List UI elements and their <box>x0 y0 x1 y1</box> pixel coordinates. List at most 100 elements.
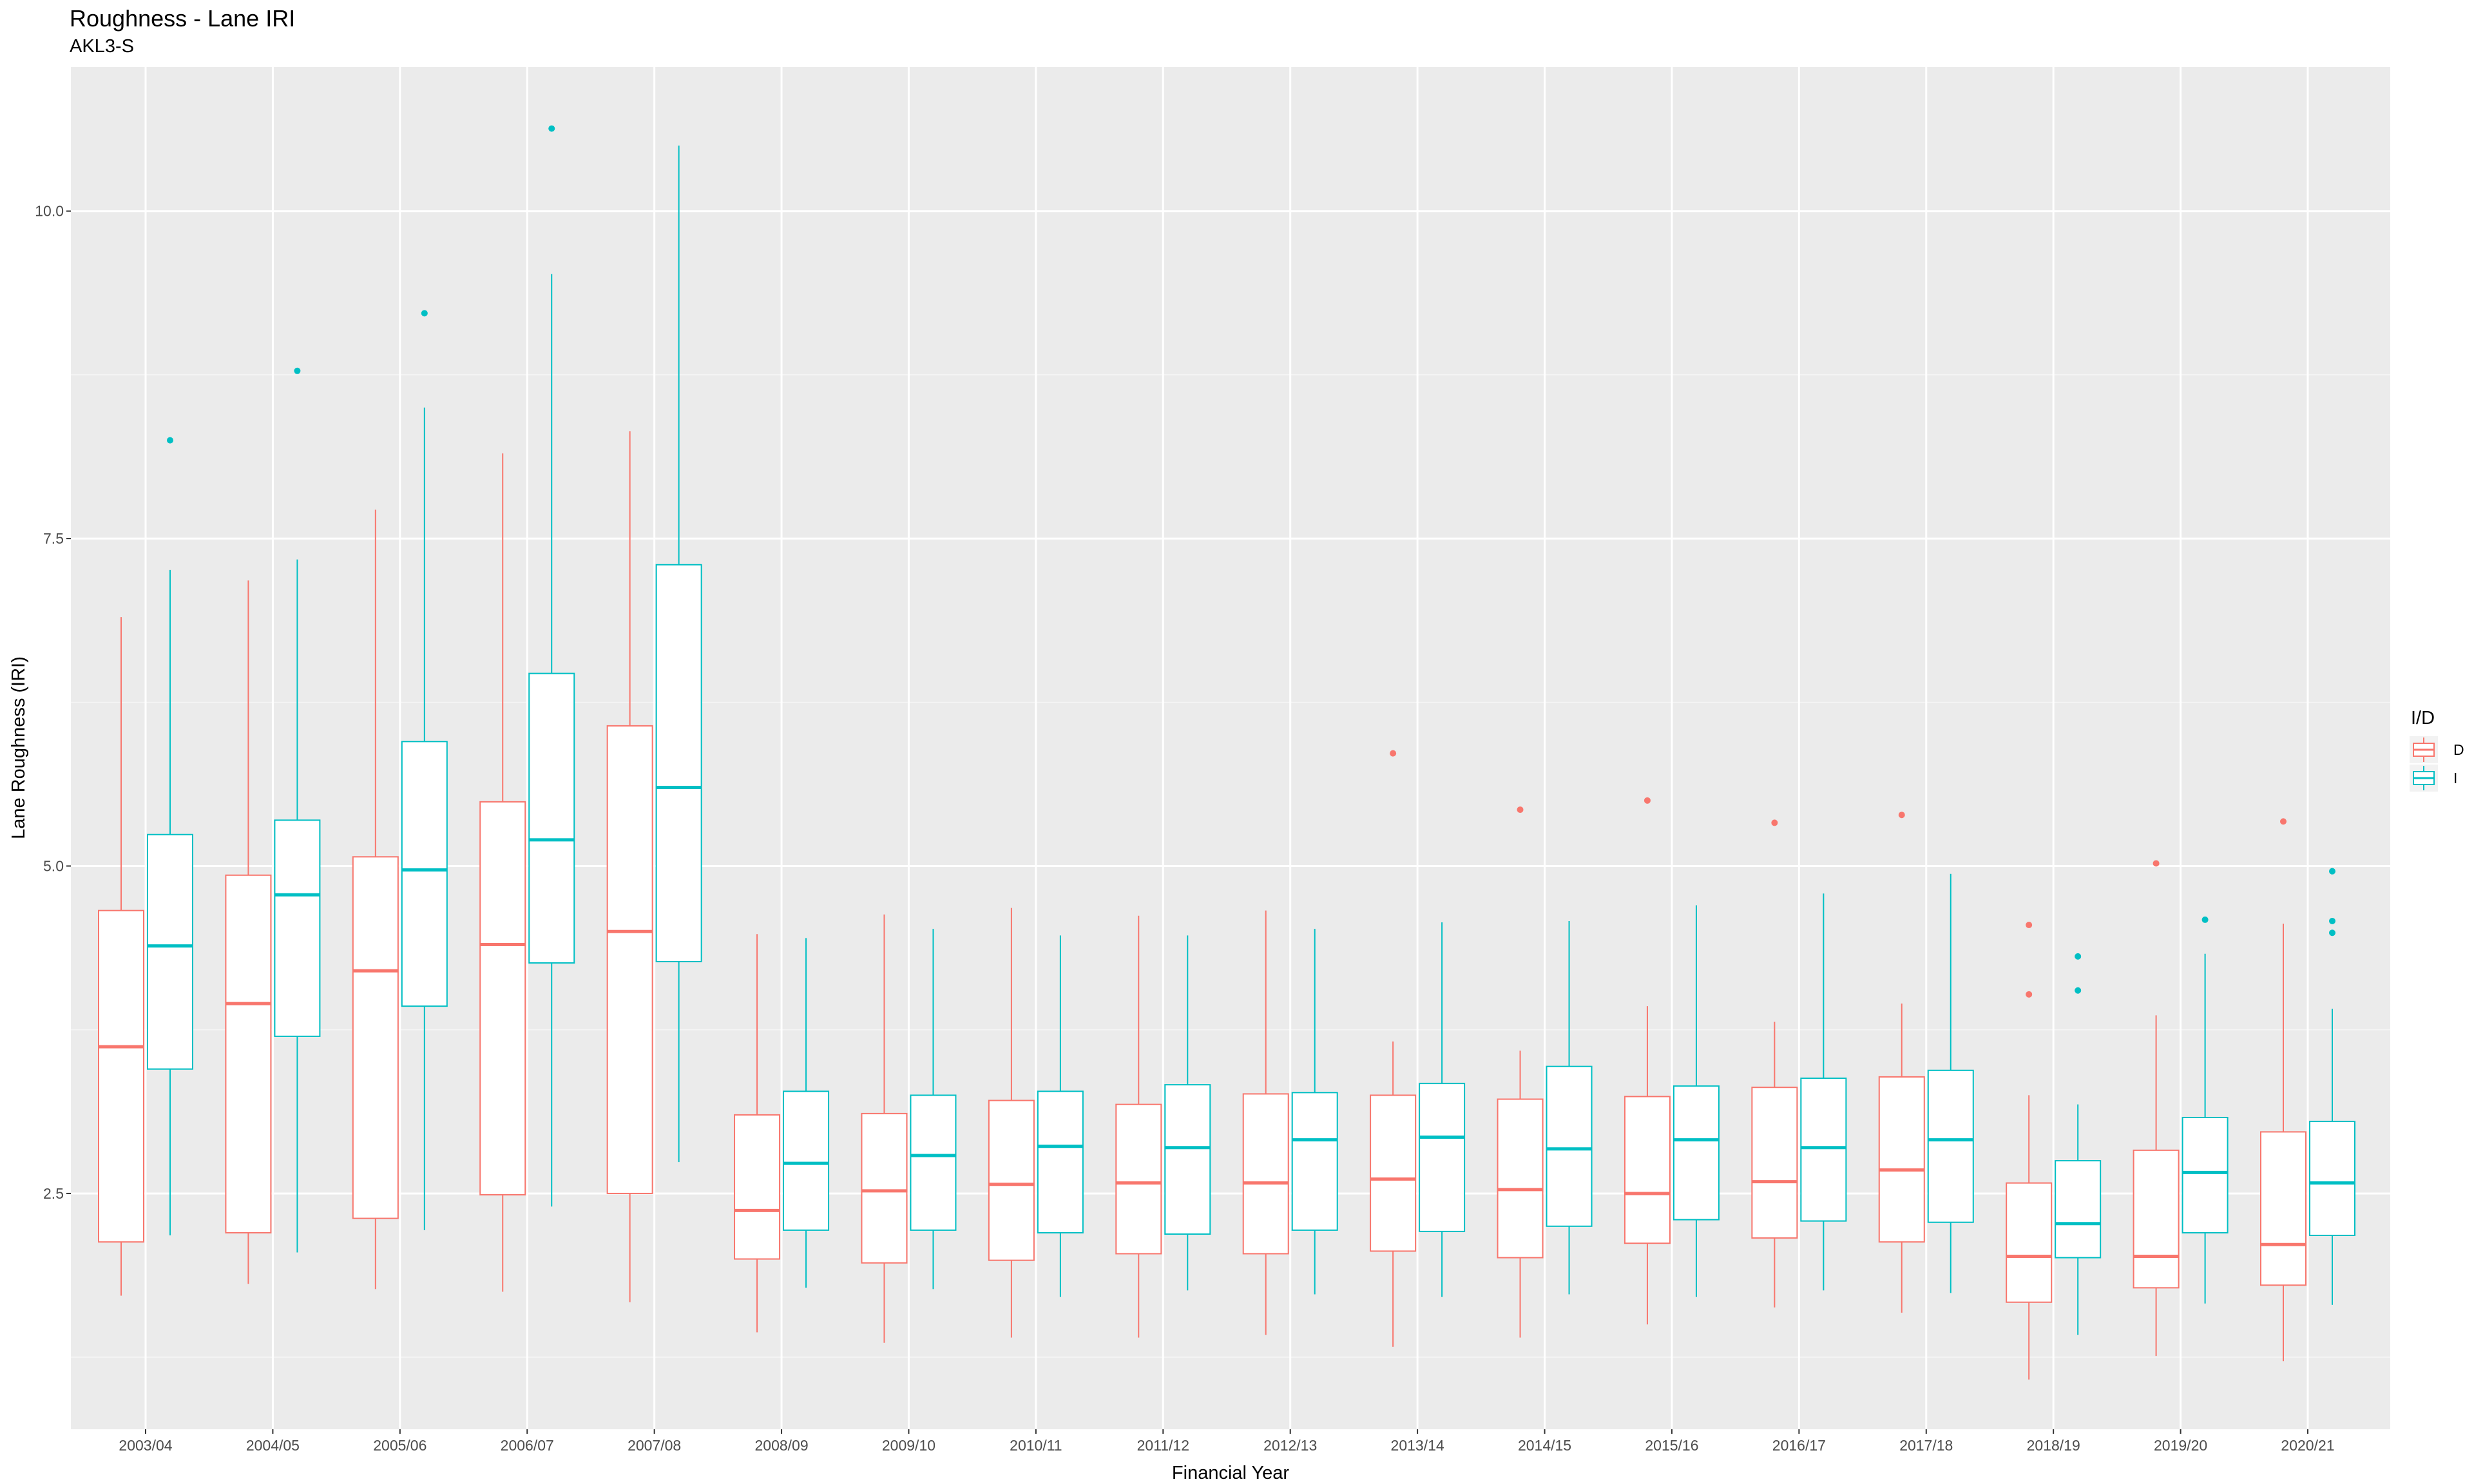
x-axis-title: Financial Year <box>1172 1463 1290 1483</box>
box-D-10 <box>1370 750 1417 1347</box>
box-I-8 <box>1164 935 1211 1291</box>
box-D-13 <box>1751 819 1798 1308</box>
box-D-3 <box>479 453 526 1292</box>
box-body <box>734 1114 781 1260</box>
box-body <box>988 1099 1035 1261</box>
box-I-5 <box>783 938 830 1288</box>
box-body <box>1751 1087 1798 1239</box>
y-axis-title: Lane Roughness (IRI) <box>8 656 29 839</box>
box-body <box>2055 1160 2102 1259</box>
outlier-point <box>2026 991 2033 998</box>
x-tick-label: 2010/11 <box>1010 1437 1062 1454</box>
outlier-point <box>167 437 173 444</box>
outlier-point <box>1771 819 1778 826</box>
box-body <box>1800 1077 1847 1222</box>
box-body <box>1673 1085 1720 1221</box>
box-I-15 <box>2055 953 2102 1335</box>
outlier-point <box>2026 922 2033 929</box>
box-D-6 <box>861 914 908 1343</box>
x-tick-label: 2012/13 <box>1263 1437 1317 1454</box>
box-I-7 <box>1037 935 1084 1297</box>
box-body <box>606 725 653 1194</box>
box-I-14 <box>1927 873 1974 1293</box>
box-body <box>2260 1131 2306 1286</box>
outlier-point <box>2075 987 2082 994</box>
box-body <box>352 856 399 1219</box>
box-I-6 <box>910 929 957 1289</box>
box-I-2 <box>401 310 448 1230</box>
box-body <box>274 819 321 1037</box>
box-body <box>910 1094 957 1231</box>
box-I-13 <box>1800 893 1847 1291</box>
box-body <box>1037 1090 1084 1233</box>
box-body <box>1878 1076 1925 1243</box>
outlier-point <box>421 310 428 317</box>
box-body <box>1115 1103 1162 1255</box>
outlier-point <box>548 125 555 132</box>
box-body <box>783 1090 830 1231</box>
outlier-point <box>2280 818 2287 825</box>
x-tick-label: 2008/09 <box>754 1437 808 1454</box>
box-D-5 <box>734 934 781 1333</box>
box-D-8 <box>1115 915 1162 1338</box>
box-I-12 <box>1673 905 1720 1297</box>
box-D-12 <box>1624 797 1671 1325</box>
box-D-17 <box>2260 818 2306 1362</box>
box-body <box>1370 1094 1417 1252</box>
legend-label-D: D <box>2453 741 2464 758</box>
box-I-4 <box>655 146 702 1163</box>
chart-title: Roughness - Lane IRI <box>70 5 296 32</box>
x-tick-label: 2015/16 <box>1645 1437 1698 1454</box>
box-D-15 <box>2006 922 2053 1380</box>
box-I-3 <box>528 125 575 1207</box>
x-tick-label: 2016/17 <box>1772 1437 1826 1454</box>
box-body <box>1291 1092 1338 1231</box>
box-body <box>401 741 448 1007</box>
x-tick-label: 2007/08 <box>628 1437 681 1454</box>
box-D-2 <box>352 509 399 1289</box>
box-D-4 <box>606 431 653 1302</box>
box-I-10 <box>1419 922 1466 1297</box>
y-tick-label: 7.5 <box>43 530 64 547</box>
legend-key-D <box>2410 736 2438 763</box>
x-tick-label: 2014/15 <box>1518 1437 1571 1454</box>
box-D-14 <box>1878 812 1925 1313</box>
x-tick-label: 2006/07 <box>501 1437 554 1454</box>
box-body <box>1164 1084 1211 1235</box>
legend-title: I/D <box>2411 708 2435 728</box>
legend-label-I: I <box>2453 770 2457 786</box>
legend-key-I <box>2410 765 2438 792</box>
legend: I/D DI <box>2410 708 2464 792</box>
outlier-point <box>2329 917 2335 924</box>
chart-subtitle: AKL3-S <box>70 36 134 57</box>
box-D-7 <box>988 908 1035 1338</box>
outlier-point <box>2329 868 2335 875</box>
box-I-1 <box>274 367 321 1253</box>
box-body <box>1242 1093 1289 1255</box>
box-body <box>225 874 272 1233</box>
box-body <box>1624 1096 1671 1244</box>
box-I-11 <box>1546 920 1593 1295</box>
x-tick-label: 2018/19 <box>2027 1437 2080 1454</box>
outlier-point <box>1517 806 1524 813</box>
box-body <box>1546 1065 1593 1227</box>
x-tick-label: 2003/04 <box>119 1437 172 1454</box>
box-body <box>861 1112 908 1264</box>
axes: 2.5 5.0 7.5 10.0 2003/04 2004/05 2005/06 2006/0… <box>35 203 2334 1454</box>
outlier-point <box>1644 797 1651 804</box>
box-I-0 <box>147 437 193 1236</box>
box-body <box>479 801 526 1195</box>
box-body <box>1497 1098 1544 1259</box>
y-tick-label: 5.0 <box>43 858 64 875</box>
boxes <box>98 125 2355 1380</box>
outlier-point <box>294 367 301 374</box>
box-body <box>655 564 702 962</box>
box-D-9 <box>1242 910 1289 1335</box>
box-body <box>1419 1083 1466 1232</box>
box-body <box>147 833 193 1070</box>
outlier-point <box>1390 750 1397 757</box>
x-tick-label: 2020/21 <box>2281 1437 2334 1454</box>
box-body <box>528 672 575 964</box>
outlier-point <box>2329 929 2335 937</box>
x-tick-label: 2019/20 <box>2154 1437 2207 1454</box>
